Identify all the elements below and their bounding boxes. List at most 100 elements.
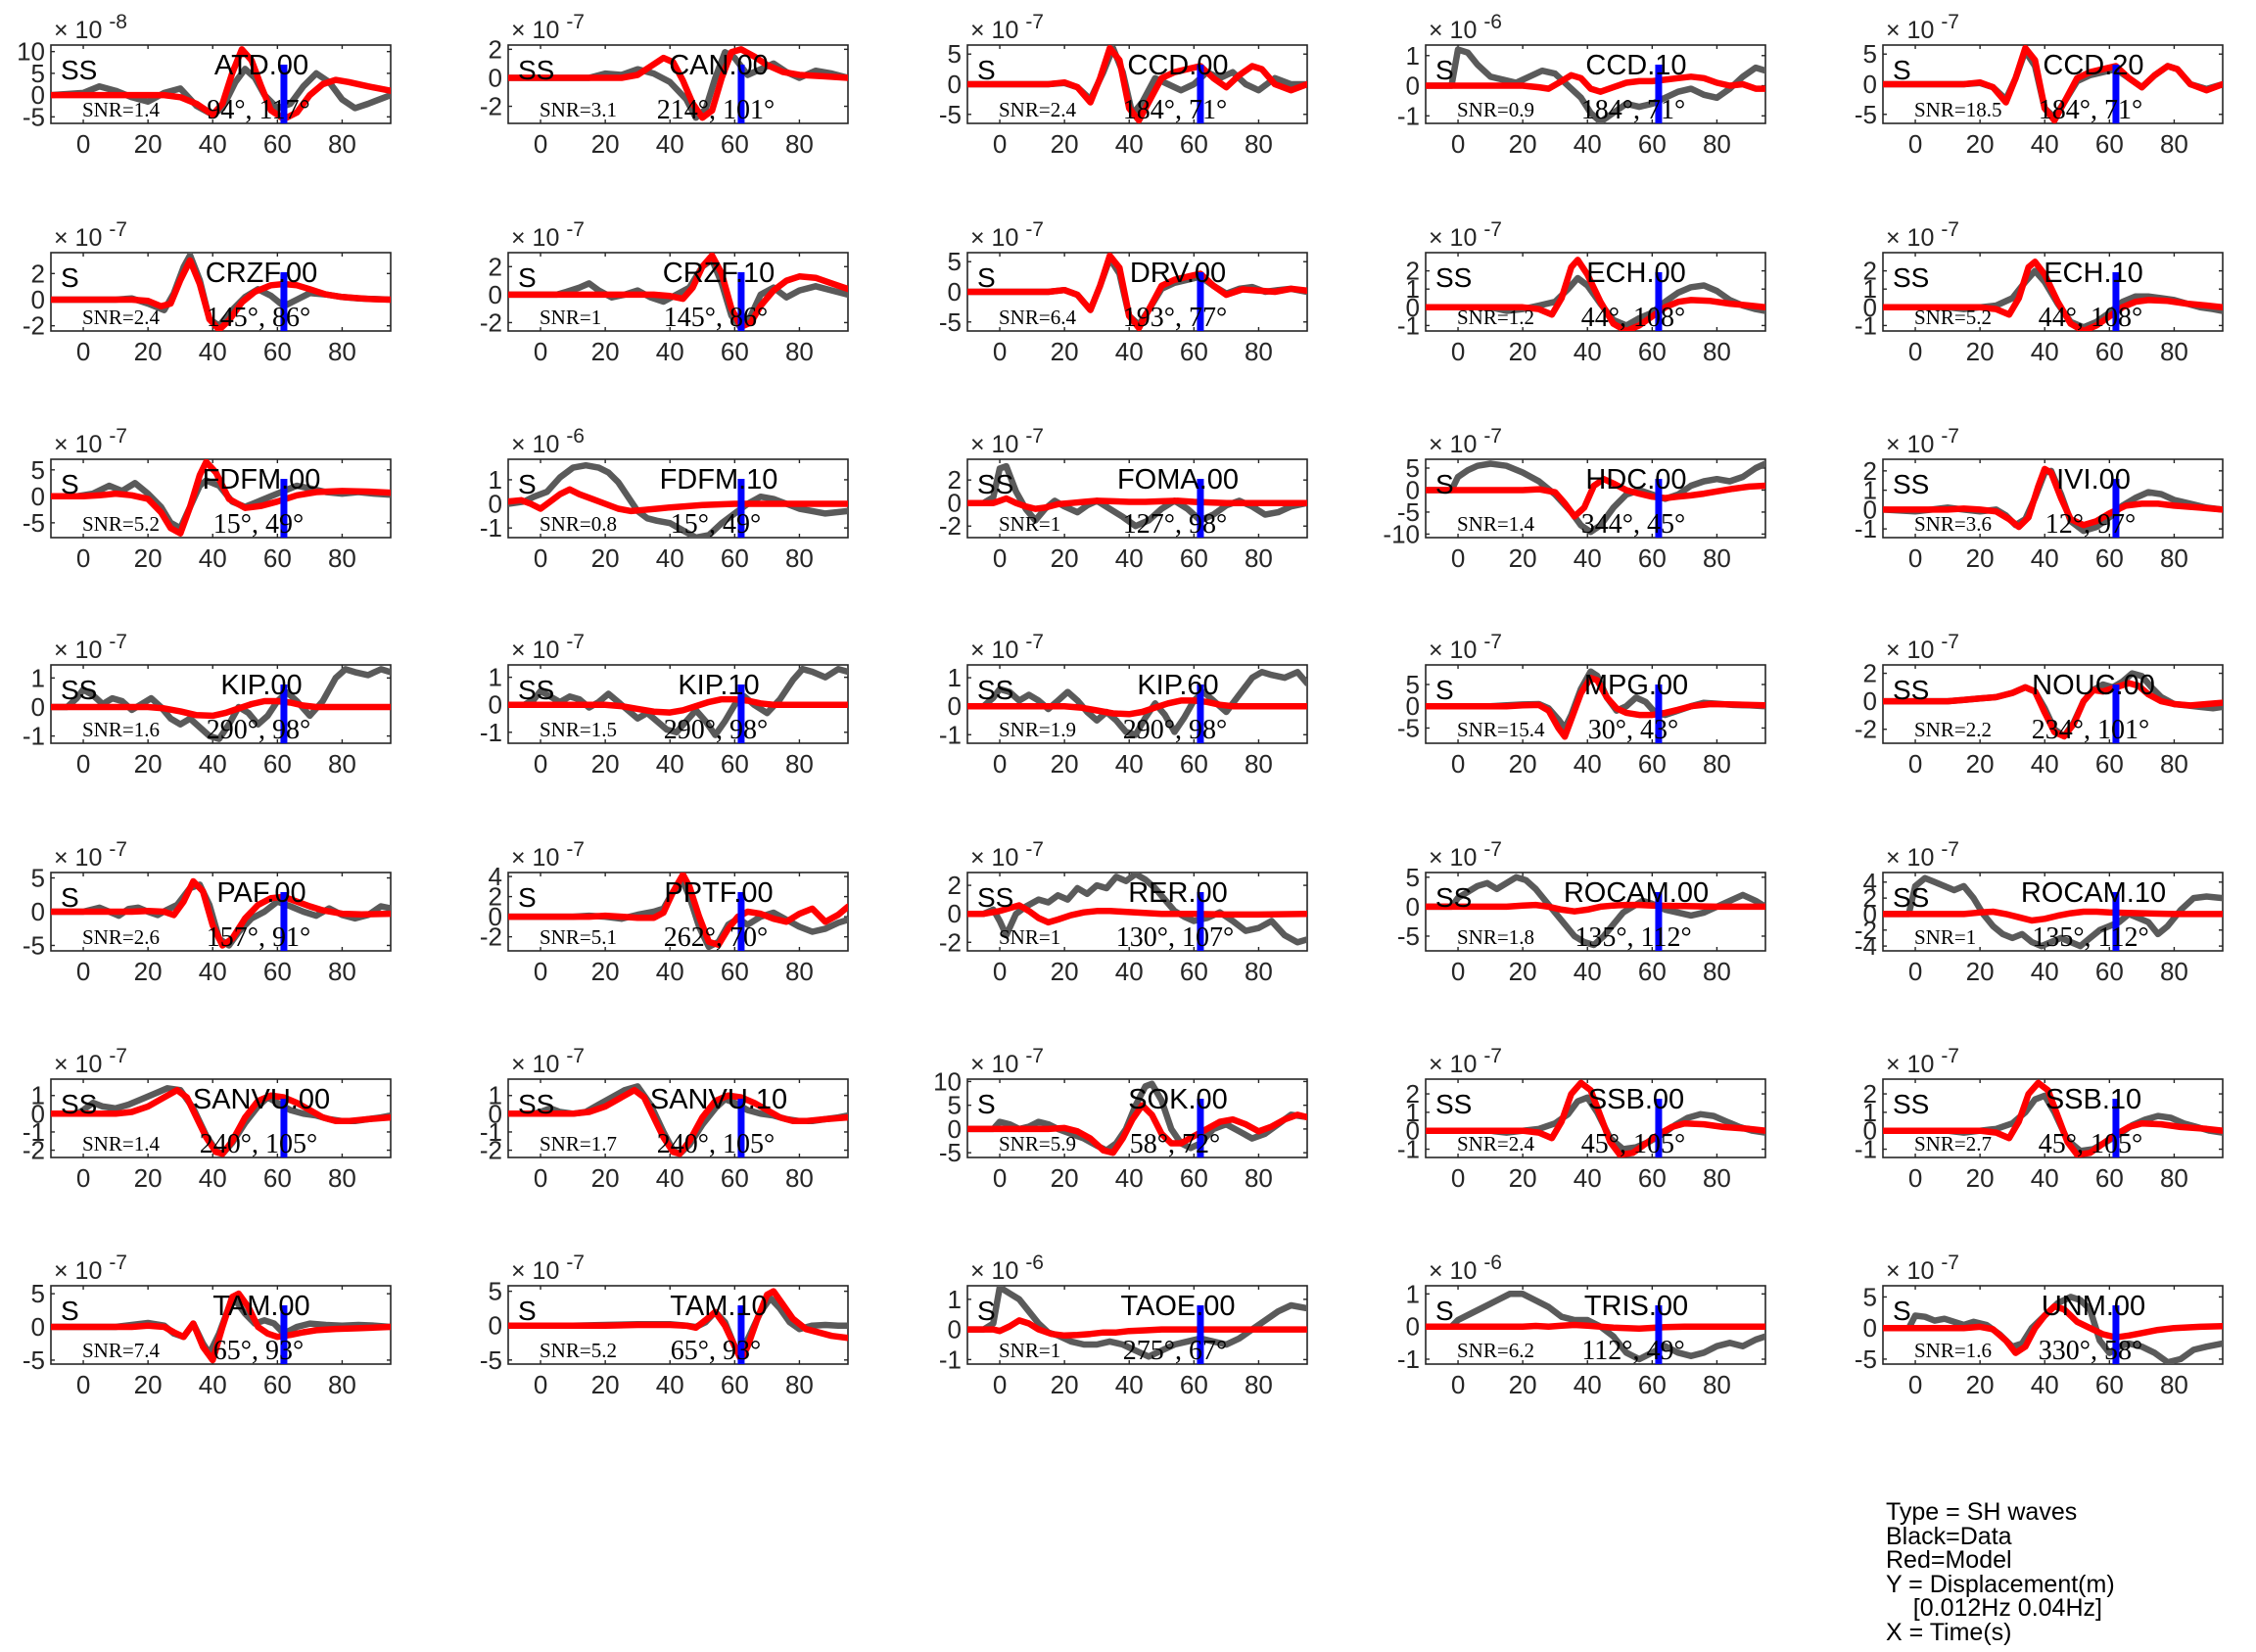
x-tick-label: 20 bbox=[591, 1370, 620, 1399]
exponent-value: -7 bbox=[1941, 631, 1959, 653]
exponent-base: × 10 bbox=[1429, 844, 1483, 872]
y-tick-label: 0 bbox=[489, 280, 502, 309]
x-tick-label: 40 bbox=[1574, 749, 1602, 779]
data-trace bbox=[1426, 460, 1765, 536]
x-tick-label: 60 bbox=[721, 749, 749, 779]
x-tick-label: 40 bbox=[199, 129, 227, 159]
station-label: DRV.00 bbox=[1130, 258, 1226, 289]
y-tick-label: 0 bbox=[31, 1099, 45, 1128]
trace-group bbox=[508, 873, 848, 951]
phase-label: S bbox=[1435, 469, 1454, 499]
trace-group bbox=[967, 462, 1307, 530]
x-tick-label: 80 bbox=[785, 957, 814, 986]
snr-label: SNR=1.2 bbox=[1457, 306, 1534, 329]
y-exponent-label: × 10 -7 bbox=[1429, 425, 1502, 458]
y-tick-label: -1 bbox=[1855, 310, 1877, 340]
exponent-value: -7 bbox=[109, 1251, 127, 1274]
model-trace bbox=[1883, 680, 2223, 740]
trace-group bbox=[967, 45, 1307, 123]
azimuth-label: 240°, 105° bbox=[657, 1129, 775, 1159]
y-exponent-label: × 10 -7 bbox=[511, 11, 585, 44]
exponent-base: × 10 bbox=[511, 224, 566, 252]
phase-label: SS bbox=[1893, 882, 1929, 913]
station-label: ECH.00 bbox=[1586, 258, 1686, 289]
x-tick-label: 80 bbox=[785, 1370, 814, 1399]
snr-label: SNR=1 bbox=[999, 1339, 1060, 1362]
x-tick-label: 80 bbox=[2160, 129, 2188, 159]
axes-box bbox=[507, 872, 849, 952]
x-tick-label: 40 bbox=[656, 957, 684, 986]
exponent-base: × 10 bbox=[970, 637, 1025, 664]
y-exponent-label: × 10 -7 bbox=[54, 1251, 127, 1285]
y-tick-label: 2 bbox=[1863, 257, 1877, 286]
x-tick-label: 0 bbox=[76, 337, 90, 366]
y-tick-label: 10 bbox=[933, 1066, 962, 1096]
y-exponent-label: × 10 -7 bbox=[54, 838, 127, 872]
azimuth-label: 12°, 97° bbox=[2045, 509, 2136, 540]
y-tick-label: 0 bbox=[948, 899, 962, 928]
y-tick-label: 1 bbox=[1863, 1098, 1877, 1127]
exponent-value: -7 bbox=[566, 1251, 585, 1274]
y-tick-label: 0 bbox=[489, 1099, 502, 1128]
y-tick-label: -2 bbox=[480, 922, 502, 952]
x-tick-label: 60 bbox=[2095, 129, 2124, 159]
x-tick-label: 40 bbox=[1574, 337, 1602, 366]
y-tick-label: 0 bbox=[948, 277, 962, 307]
x-tick-label: 20 bbox=[1051, 1163, 1079, 1193]
azimuth-label: 157°, 91° bbox=[207, 922, 310, 953]
y-tick-label: 0 bbox=[1863, 70, 1877, 99]
phase-label: S bbox=[1435, 1296, 1454, 1326]
x-tick-label: 60 bbox=[263, 543, 292, 573]
snr-label: SNR=0.9 bbox=[1457, 98, 1534, 121]
azimuth-label: 58°, 72° bbox=[1130, 1129, 1220, 1159]
model-trace bbox=[508, 1086, 848, 1157]
model-trace bbox=[967, 495, 1307, 512]
y-tick-label: -5 bbox=[1397, 713, 1420, 742]
y-tick-label: 0 bbox=[948, 70, 962, 99]
x-tick-label: 80 bbox=[1703, 129, 1731, 159]
y-exponent-label: × 10 -7 bbox=[970, 1045, 1044, 1078]
x-tick-label: 0 bbox=[1451, 1370, 1465, 1399]
trace-group bbox=[508, 461, 848, 538]
azimuth-label: 184°, 71° bbox=[1123, 95, 1227, 125]
phase-label: S bbox=[61, 262, 79, 293]
y-tick-label: -2 bbox=[480, 92, 502, 121]
x-tick-label: 0 bbox=[76, 957, 90, 986]
model-trace bbox=[508, 253, 848, 330]
y-tick-label: 0 bbox=[1863, 1116, 1877, 1146]
y-tick-label: -1 bbox=[939, 720, 962, 749]
y-tick-label: 0 bbox=[1406, 475, 1420, 504]
exponent-base: × 10 bbox=[511, 844, 566, 872]
y-tick-label: -1 bbox=[939, 1345, 962, 1374]
model-trace bbox=[51, 459, 391, 537]
y-tick-label: -5 bbox=[939, 307, 962, 337]
axes-box bbox=[1425, 458, 1766, 539]
x-tick-label: 40 bbox=[1115, 337, 1144, 366]
phase-label: SS bbox=[977, 882, 1013, 913]
x-tick-label: 20 bbox=[134, 337, 163, 366]
snr-label: SNR=6.2 bbox=[1457, 1339, 1534, 1362]
phase-label: S bbox=[61, 1296, 79, 1326]
exponent-base: × 10 bbox=[1886, 17, 1941, 44]
exponent-base: × 10 bbox=[970, 1257, 1025, 1285]
y-tick-label: 1 bbox=[1863, 274, 1877, 304]
y-tick-label: 0 bbox=[948, 1114, 962, 1144]
x-tick-label: 0 bbox=[534, 543, 547, 573]
x-tick-label: 20 bbox=[591, 957, 620, 986]
phase-label: SS bbox=[1893, 675, 1929, 705]
snr-label: SNR=15.4 bbox=[1457, 718, 1545, 741]
x-tick-label: 60 bbox=[2095, 543, 2124, 573]
y-exponent-label: × 10 -7 bbox=[1886, 838, 1959, 872]
exponent-value: -7 bbox=[566, 631, 585, 653]
y-exponent-label: × 10 -6 bbox=[1429, 11, 1502, 44]
phase-label: S bbox=[977, 1296, 996, 1326]
phase-marker bbox=[280, 1099, 288, 1157]
exponent-value: -7 bbox=[1483, 218, 1502, 241]
x-tick-label: 0 bbox=[1908, 1163, 1922, 1193]
trace-group bbox=[1883, 465, 2223, 535]
snr-label: SNR=18.5 bbox=[1914, 98, 2001, 121]
